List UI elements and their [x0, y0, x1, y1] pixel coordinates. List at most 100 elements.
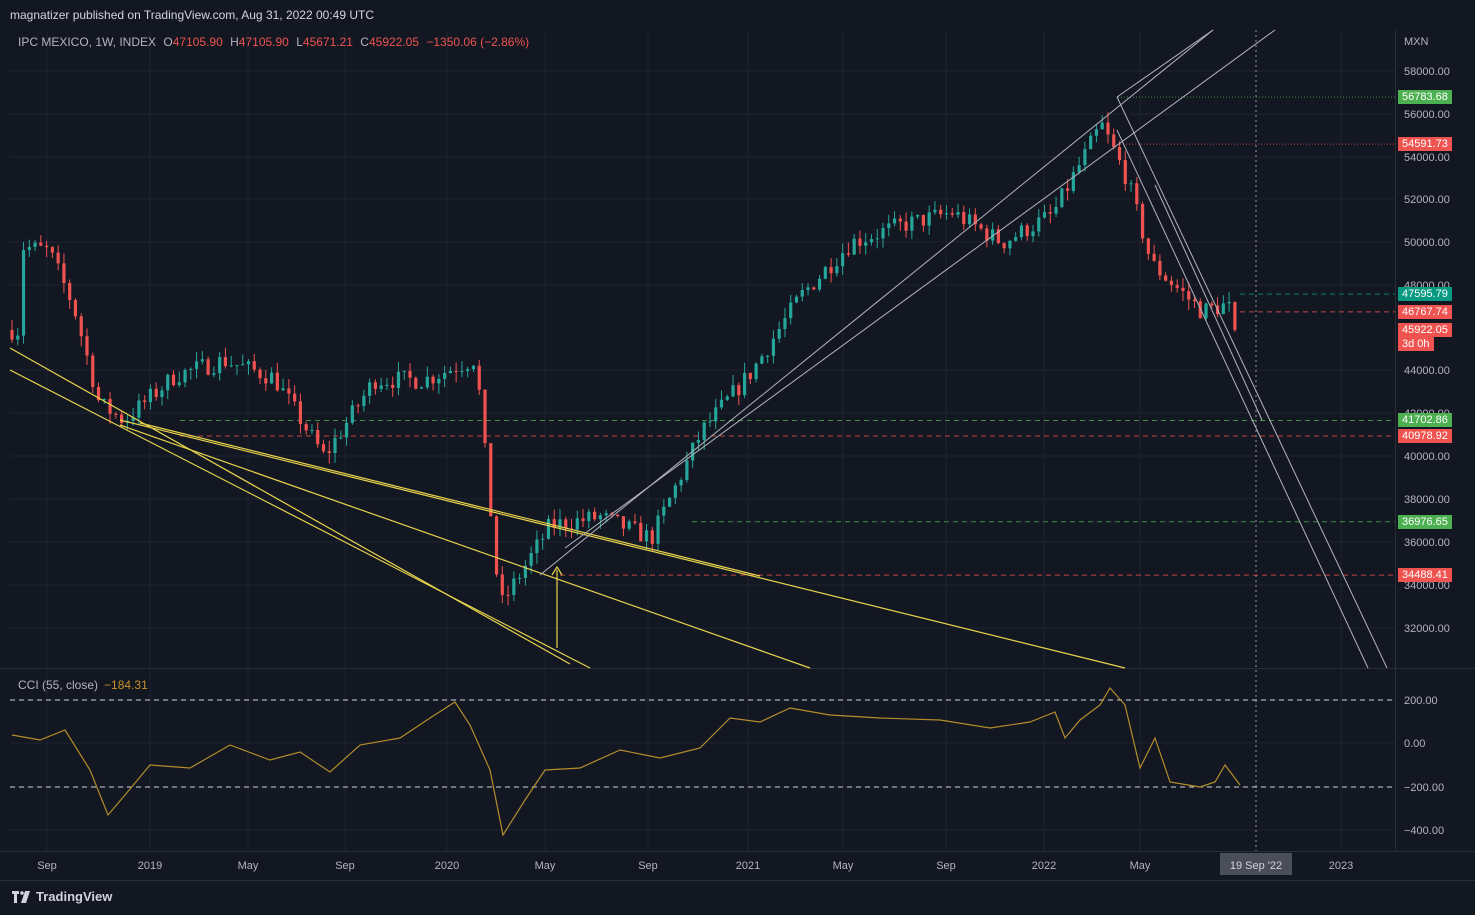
tradingview-logo[interactable]: TradingView	[12, 889, 112, 904]
candle-body	[581, 518, 585, 522]
candle-body	[1198, 301, 1202, 319]
candle-body	[131, 417, 135, 421]
candle-body	[529, 553, 533, 566]
candle-body	[119, 414, 124, 423]
candle-body	[1042, 212, 1047, 218]
candle-body	[1083, 149, 1087, 166]
price-level-lines	[180, 96, 1395, 576]
channel-line	[1116, 129, 1369, 669]
candle-body	[875, 238, 879, 240]
candle-body	[771, 338, 776, 356]
candle-body	[881, 228, 885, 239]
price-badge: 34488.41	[1398, 568, 1452, 583]
candle-body	[748, 372, 752, 379]
candle-body	[575, 518, 579, 530]
cci-y-tick-label: −200.00	[1404, 782, 1444, 794]
candle-body	[1158, 260, 1162, 276]
candle-body	[102, 398, 106, 401]
candle-body	[512, 578, 516, 595]
x-axis-tick-label: 2022	[1032, 860, 1056, 872]
candle-body	[1123, 160, 1127, 184]
grid	[10, 30, 1395, 851]
crosshair-date-badge	[1220, 853, 1292, 875]
candle-body	[800, 290, 804, 297]
candle-body	[598, 515, 602, 520]
candle-body	[1002, 243, 1006, 249]
candle-body	[177, 382, 181, 386]
candle-body	[218, 357, 222, 374]
candle-body	[1065, 188, 1070, 191]
candle-body	[587, 511, 591, 522]
price-badge: 56783.68	[1398, 90, 1452, 105]
candle-body	[1204, 303, 1208, 319]
candle-body	[396, 371, 401, 388]
candle-body	[1187, 290, 1191, 300]
trendline	[139, 422, 761, 577]
y-axis-tick-label: 58000.00	[1404, 66, 1450, 78]
candle-body	[518, 577, 522, 579]
y-axis-tick-label: 38000.00	[1404, 494, 1450, 506]
candle-body	[1071, 172, 1075, 191]
candle-body	[402, 370, 406, 372]
candle-body	[356, 405, 360, 407]
price-badge: 45922.05	[1398, 322, 1452, 337]
candle-body	[206, 359, 210, 375]
candle-body	[1135, 183, 1139, 205]
candle-body	[471, 365, 476, 370]
open-value: 47105.90	[172, 35, 223, 49]
candle-body	[592, 511, 597, 520]
symbol-legend[interactable]: IPC MEXICO, 1W, INDEX O47105.90 H47105.9…	[18, 35, 529, 49]
candle-body	[985, 228, 989, 241]
candle-body	[558, 519, 562, 528]
candle-body	[96, 386, 101, 401]
candle-body	[419, 387, 424, 389]
tradingview-brand: TradingView	[36, 889, 113, 904]
candle-body	[864, 242, 868, 246]
candle-body	[443, 372, 447, 379]
candle-body	[68, 283, 72, 301]
trendline	[119, 424, 811, 669]
candle-body	[327, 451, 331, 454]
price-badge: 46767.74	[1398, 304, 1452, 319]
price-badge: 54591.73	[1398, 137, 1452, 152]
candle-body	[996, 229, 1000, 244]
candle-body	[275, 372, 279, 391]
y-axis-tick-label: 50000.00	[1404, 237, 1450, 249]
candle-body	[1227, 302, 1231, 304]
currency-label: MXN	[1404, 36, 1429, 48]
candle-body	[904, 221, 908, 231]
candle-body	[494, 516, 499, 575]
candle-body	[1221, 303, 1225, 315]
candle-body	[166, 374, 170, 391]
x-axis-tick-label: May	[238, 860, 259, 872]
candle-body	[754, 363, 758, 379]
candle-body	[1169, 280, 1174, 286]
candle-body	[414, 377, 418, 389]
cci-y-tick-label: 200.00	[1404, 695, 1438, 707]
channel-line	[564, 29, 1276, 549]
cci-legend[interactable]: CCI (55, close) −184.31	[18, 678, 148, 692]
candle-body	[898, 218, 902, 222]
candle-body	[852, 238, 856, 255]
candle-body	[673, 485, 677, 498]
candle-body	[679, 479, 683, 486]
candle-body	[333, 437, 337, 454]
candle-body	[927, 212, 931, 226]
candle-body	[45, 245, 49, 248]
candle-body	[437, 378, 441, 384]
candle-body	[316, 429, 320, 445]
candle-body	[91, 355, 95, 387]
x-axis-tick-label: Sep	[936, 860, 956, 872]
candle-body	[350, 405, 354, 423]
candle-body	[967, 214, 972, 225]
candle-body	[1060, 188, 1064, 208]
candle-body	[137, 400, 141, 418]
low-value: 45671.21	[302, 35, 353, 49]
y-axis-tick-label: 54000.00	[1404, 152, 1450, 164]
candle-body	[1031, 231, 1035, 237]
candle-body	[212, 373, 216, 375]
y-axis-tick-label: 52000.00	[1404, 194, 1450, 206]
candle-body	[281, 388, 285, 391]
candle-body	[148, 388, 153, 403]
